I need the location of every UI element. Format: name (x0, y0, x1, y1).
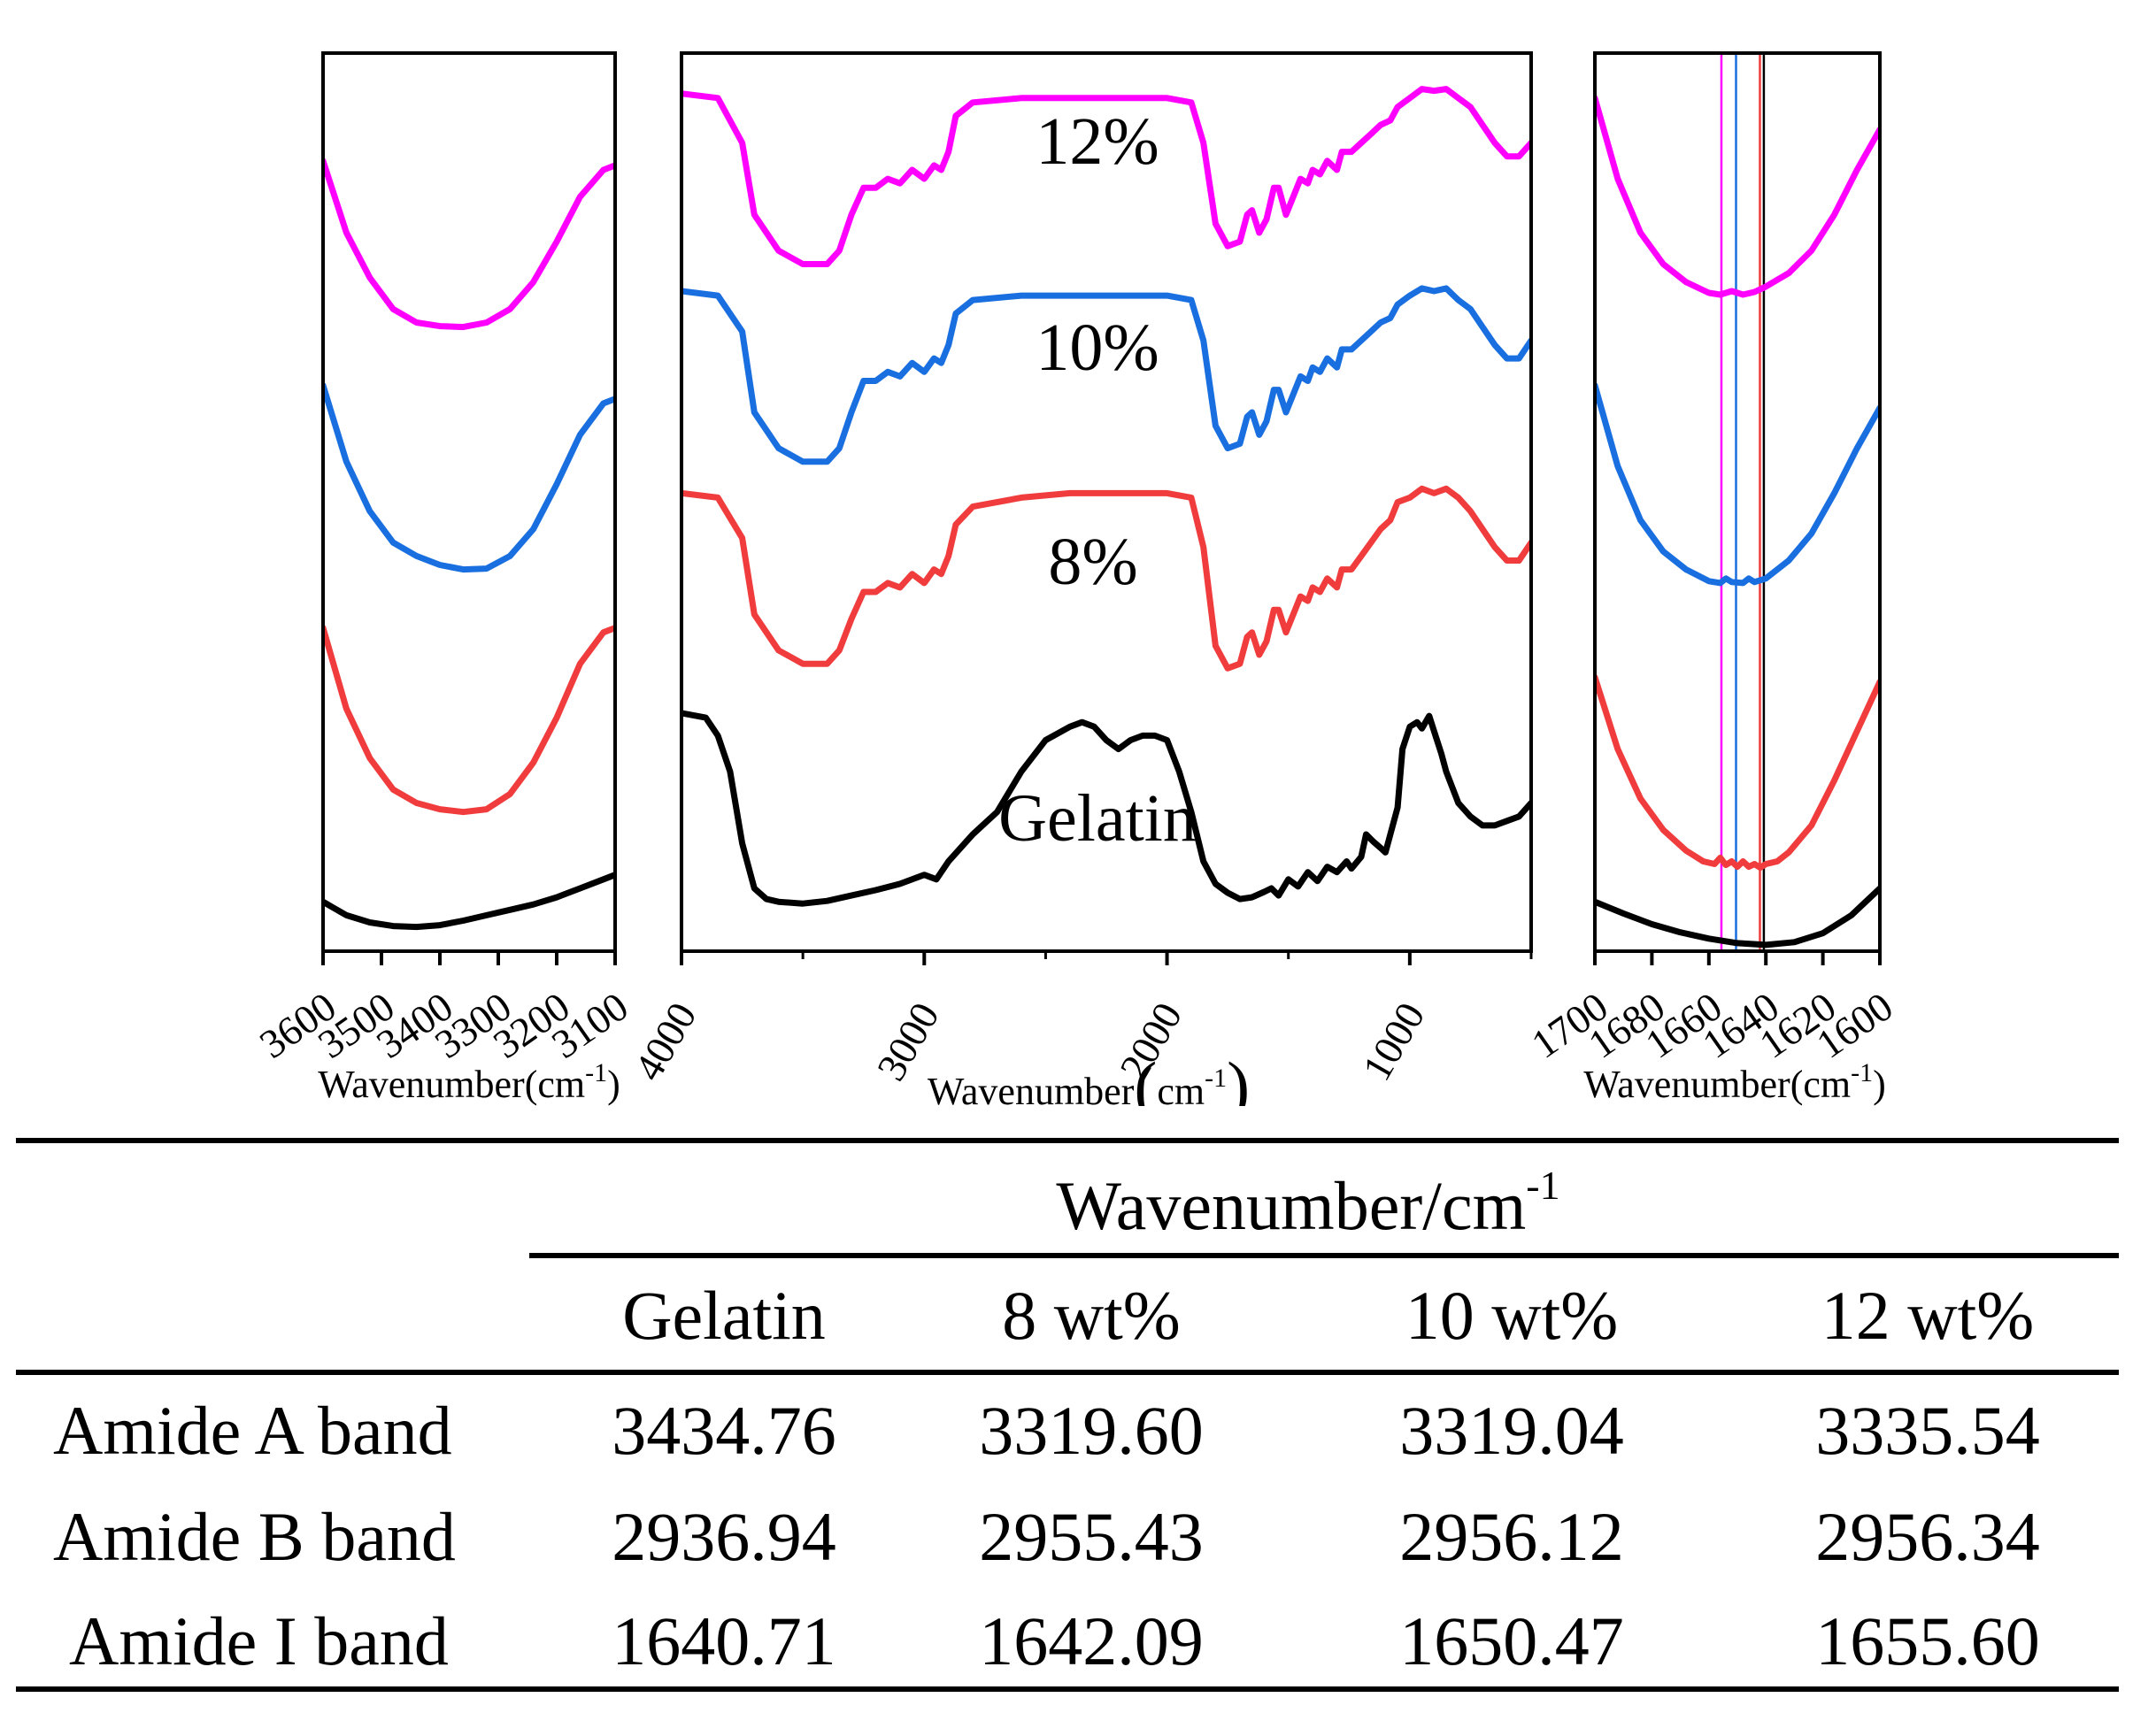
group-header: Wavenumber/cm-1 (1056, 1163, 1560, 1244)
col-header-10wt: 10 wt% (1405, 1277, 1619, 1354)
x-axis-title-close: ) (1873, 1063, 1886, 1106)
amide-i-gelatin: 1640.71 (612, 1602, 836, 1679)
x-axis-title-text: Wavenumber (928, 1070, 1135, 1106)
col-header-gelatin: Gelatin (622, 1277, 826, 1354)
row-label-amide-a: Amide A band (53, 1392, 452, 1469)
series-line-8 (323, 625, 615, 816)
x-axis-title-close: ) (607, 1063, 620, 1106)
x-axis-title-sup: -1 (1851, 1058, 1873, 1087)
series-line-10 (681, 285, 1531, 465)
amide-a-10wt: 3319.04 (1399, 1392, 1624, 1469)
group-header-rule (529, 1253, 2119, 1258)
series-line-gelatin (1595, 885, 1880, 949)
amide-b-12wt: 2956.34 (1815, 1498, 2040, 1575)
amide-a-12wt: 3335.54 (1815, 1392, 2040, 1469)
x-axis-title: Wavenumber(cm-1) (1583, 1058, 1886, 1106)
series-line-12 (323, 157, 615, 331)
amide-b-10wt: 2956.12 (1399, 1498, 1624, 1575)
row-label-amide-b: Amide B band (53, 1498, 456, 1575)
series-line-12 (1595, 95, 1880, 298)
series-line-12 (681, 86, 1531, 267)
series-line-8 (681, 485, 1531, 672)
series-label-gelatin: Gelatin (998, 781, 1197, 856)
series-label-12: 12% (1036, 104, 1159, 179)
x-axis-title-sup: -1 (1205, 1064, 1227, 1093)
amide-b-8wt: 2955.43 (979, 1498, 1204, 1575)
x-axis-title-text: Wavenumber(cm (318, 1063, 585, 1106)
series-line-gelatin (323, 872, 615, 931)
plot-frame (680, 51, 1533, 953)
plot-frame (1593, 51, 1882, 953)
amide-i-12wt: 1655.60 (1815, 1602, 2040, 1679)
plot-frame (321, 51, 617, 953)
x-tick-label-1000: 1000 (1353, 995, 1433, 1088)
amide-b-gelatin: 2936.94 (612, 1498, 836, 1575)
middle-panel-full-spectrum: 4000 3000 2000 1000Wavenumber(cm-1)12%10%8%… (625, 51, 1533, 1106)
x-axis-title-text: Wavenumber(cm (1583, 1063, 1851, 1106)
x-axis-title-paren-open: ( (1134, 1048, 1157, 1106)
series-label-10: 10% (1036, 311, 1159, 385)
series-line-10 (1595, 382, 1880, 587)
amide-i-10wt: 1650.47 (1399, 1602, 1624, 1679)
col-header-8wt: 8 wt% (1002, 1277, 1181, 1354)
x-axis-title-unit: cm (1157, 1070, 1205, 1106)
series-line-8 (1595, 673, 1880, 872)
x-axis-title: Wavenumber(cm-1) (318, 1058, 620, 1106)
series-label-8: 8% (1048, 525, 1137, 599)
amide-a-gelatin: 3434.76 (612, 1392, 836, 1469)
header-bottom-rule (16, 1370, 2119, 1375)
amide-i-8wt: 1642.09 (979, 1602, 1204, 1679)
series-line-10 (323, 382, 615, 573)
table-top-rule (16, 1138, 2119, 1143)
x-tick-label-4000: 4000 (625, 995, 705, 1088)
x-axis-title-paren-close: ) (1227, 1048, 1250, 1106)
table-bottom-rule (16, 1686, 2119, 1692)
x-axis-title: Wavenumber(cm-1) (928, 1048, 1250, 1106)
x-axis-title-sup: -1 (585, 1058, 607, 1087)
row-label-amide-i: Amide I band (69, 1602, 449, 1679)
series-line-gelatin (681, 710, 1531, 907)
ftir-figure: 360035003400330032003100Wavenumber(cm-1)… (251, 51, 1901, 1106)
col-header-12wt: 12 wt% (1821, 1277, 2035, 1354)
amide-a-8wt: 3319.60 (979, 1392, 1204, 1469)
